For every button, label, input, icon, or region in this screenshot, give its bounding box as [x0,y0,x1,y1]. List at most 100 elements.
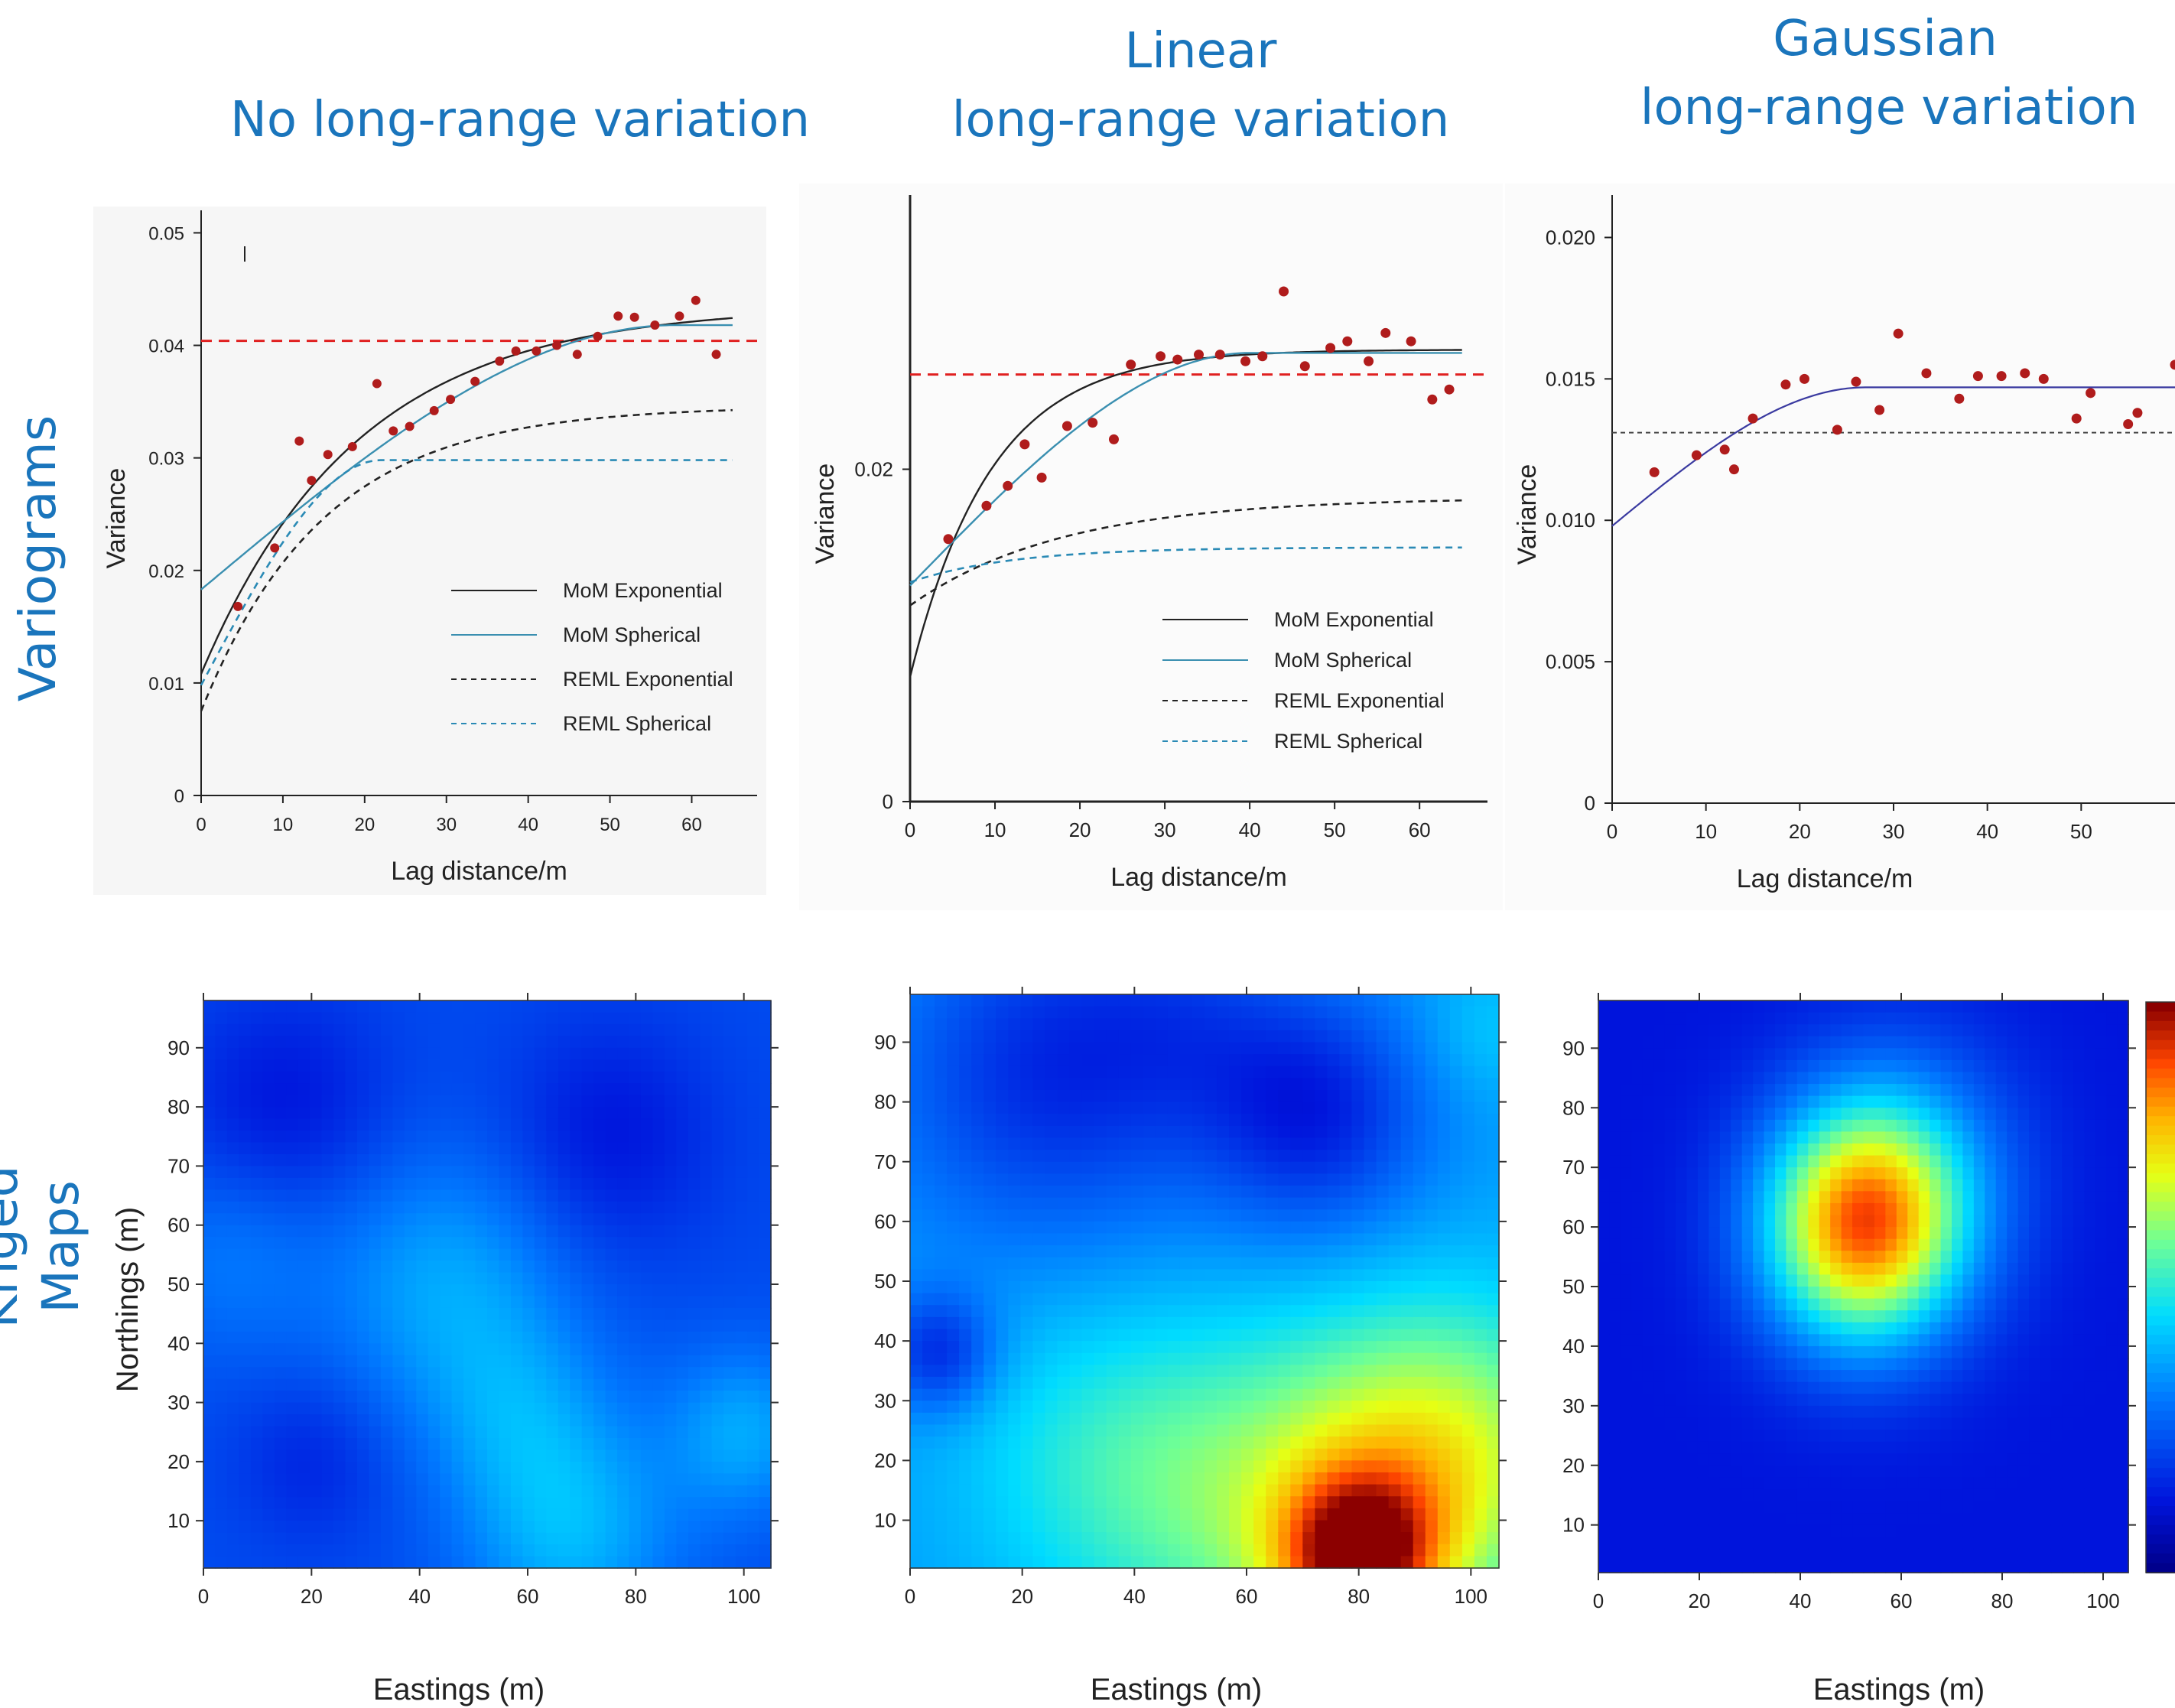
heatmap-cell [1094,1377,1107,1390]
data-point [1851,376,1861,387]
heatmap-cell [345,1544,358,1557]
heatmap-cell [1253,1209,1267,1222]
heatmap-cell [1229,1412,1242,1426]
heatmap-cell [1205,1424,1218,1437]
heatmap-cell [380,1532,394,1545]
heatmap-cell [723,1532,736,1545]
heatmap-cell [286,1556,299,1569]
heatmap-cell [747,1556,760,1569]
heatmap-cell [404,1095,418,1108]
heatmap-cell [321,1083,334,1096]
heatmap-cell [558,1201,571,1215]
heatmap-cell [1118,1377,1132,1390]
heatmap-cell [1217,1269,1230,1282]
heatmap-cell [404,1237,418,1250]
heatmap-cell [1032,1305,1046,1318]
heatmap-cell [440,1142,453,1155]
heatmap-cell [356,1036,370,1049]
heatmap-cell [1081,1137,1095,1150]
heatmap-cell [605,1521,618,1534]
heatmap-cell [1069,1316,1083,1330]
heatmap-cell [286,1023,299,1037]
heatmap-cell [226,1012,240,1025]
heatmap-cell [1351,1006,1365,1020]
heatmap-cell [759,1532,772,1545]
heatmap-cell [226,1391,240,1404]
heatmap-cell [676,1023,689,1037]
heatmap-cell [1045,1341,1058,1354]
heatmap-cell [1620,1012,1633,1025]
heatmap-cell [1266,1030,1279,1043]
heatmap-cell [1167,1186,1181,1199]
heatmap-cell [203,1131,216,1144]
heatmap-cell [380,1023,394,1037]
heatmap-cell [1351,1520,1365,1533]
heatmap-cell [1155,1030,1169,1043]
heatmap-cell [510,1142,524,1155]
heatmap-cell [1192,1150,1205,1163]
heatmap-cell [203,1355,216,1368]
heatmap-cell [239,1284,252,1297]
heatmap-cell [522,1497,535,1510]
heatmap-cell [1266,1173,1279,1186]
heatmap-cell [1192,1401,1205,1414]
heatmap-cell [1376,1316,1390,1330]
heatmap-cell [522,1225,535,1238]
heatmap-cell [1315,1293,1328,1306]
heatmap-cell [451,1367,464,1380]
heatmap-cell [664,1177,678,1191]
heatmap-cell [416,1485,429,1498]
heatmap-cell [747,1355,760,1368]
heatmap-cell [640,1284,654,1297]
heatmap-cell [546,1261,559,1274]
heatmap-cell [1278,1173,1292,1186]
heatmap-cell [711,1437,724,1451]
heatmap-cell [959,1281,973,1294]
heatmap-cell [570,1261,583,1274]
heatmap-cell [1106,1401,1120,1414]
heatmap-cell [1278,1209,1292,1222]
heatmap-cell [1364,1544,1377,1557]
heatmap-cell [1143,1269,1156,1282]
heatmap-cell [935,1269,948,1282]
data-point [470,376,480,386]
heatmap-cell [1437,1173,1451,1186]
heatmap-cell [522,1414,535,1427]
heatmap-cell [723,1497,736,1510]
x-tick-label: 80 [1348,1585,1370,1608]
heatmap-cell [215,1378,228,1391]
heatmap-cell [345,1047,358,1061]
heatmap-cell [1229,1245,1242,1258]
heatmap-cell [581,1177,594,1191]
heatmap-cell [380,1307,394,1321]
heatmap-cell [392,1261,405,1274]
heatmap-cell [1302,1401,1316,1414]
heatmap-cell [617,1248,630,1261]
heatmap-cell [475,1307,488,1321]
heatmap-cell [1266,1496,1279,1509]
heatmap-cell [1486,1401,1500,1414]
heatmap-cell [1315,1006,1328,1020]
heatmap-cell [1339,1137,1353,1150]
heatmap-cell [1081,1377,1095,1390]
heatmap-cell [922,1042,935,1055]
heatmap-cell [463,1426,476,1439]
heatmap-cell [996,1150,1009,1163]
heatmap-cell [1290,1544,1304,1557]
heatmap-cell [1094,1401,1107,1414]
heatmap-cell [996,1018,1009,1031]
heatmap-cell [428,1000,441,1013]
heatmap-cell [1327,1150,1341,1163]
heatmap-cell [959,1341,973,1354]
heatmap-cell [1229,994,1242,1007]
heatmap-cell [239,1355,252,1368]
heatmap-cell [1449,1090,1463,1103]
heatmap-cell [534,1095,548,1108]
heatmap-cell [1400,1125,1414,1139]
heatmap-cell [250,1367,264,1380]
heatmap-cell [333,1284,346,1297]
heatmap-cell [1094,1125,1107,1139]
heatmap-cell [475,1391,488,1404]
heatmap-cell [1253,1448,1267,1462]
heatmap-cell [1253,1018,1267,1031]
